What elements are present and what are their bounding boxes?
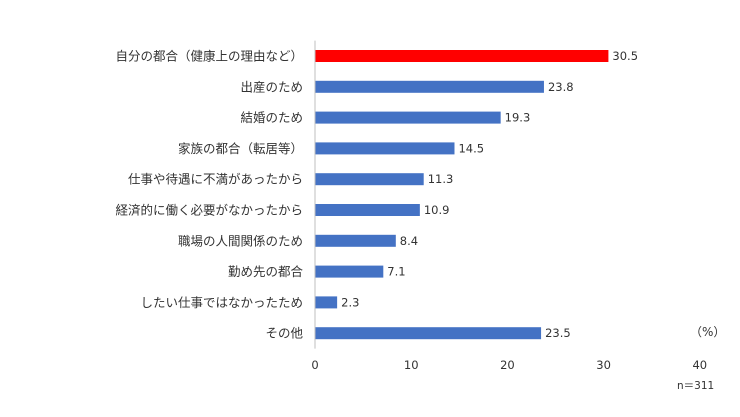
bar [315,80,544,93]
bar [315,234,396,247]
bar [315,327,542,340]
value-label: 11.3 [428,172,454,186]
bar [315,296,338,309]
bar [315,173,424,186]
value-label: 2.3 [341,295,359,309]
category-label: その他 [265,326,303,341]
bars-group [315,50,609,340]
category-label: 家族の都合（転居等） [178,141,303,156]
x-tick-label: 10 [404,358,419,372]
bar [315,204,420,216]
value-label: 10.9 [424,203,450,217]
category-label: 経済的に働く必要がなかったから [115,203,303,218]
category-label: 職場の人間関係のため [178,233,303,248]
value-label: 19.3 [505,111,531,125]
x-tick-labels-group: 0 10 20 30 40 [311,358,707,372]
category-label: したい仕事ではなかったため [140,295,303,310]
x-tick-label: 0 [311,358,318,372]
x-tick-label: 20 [500,358,515,372]
bar [315,265,384,278]
value-label: 8.4 [400,234,418,248]
value-label: 14.5 [458,141,484,155]
category-label: 自分の都合（健康上の理由など） [115,49,303,64]
unit-label: （%） [690,325,726,339]
x-tick-label: 30 [596,358,611,372]
category-label: 仕事や待遇に不満があったから [128,172,303,187]
bar [315,50,609,62]
bar [315,142,455,155]
value-label: 7.1 [387,265,405,279]
category-label: 結婚のため [240,110,303,125]
value-label: 30.5 [612,49,638,63]
value-label: 23.5 [545,326,571,340]
x-tick-label: 40 [692,358,707,372]
sample-size-note: n＝311 [677,380,715,392]
category-label: 出産のため [240,79,303,94]
value-labels-group: 30.5 23.8 19.3 14.5 11.3 10.9 8.4 7.1 2.3 23.5 [341,49,638,340]
category-label: 勤め先の都合 [228,264,304,279]
bar [315,111,501,124]
value-label: 23.8 [548,80,574,94]
